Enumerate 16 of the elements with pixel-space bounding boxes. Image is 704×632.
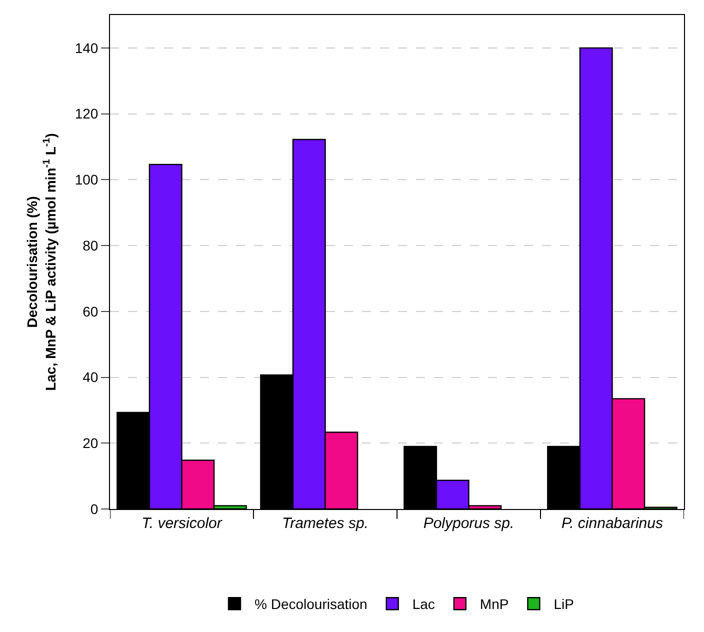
y-tick-label: 0 xyxy=(90,500,98,517)
legend-label: LiP xyxy=(554,596,574,612)
x-tick-label: T. versicolor xyxy=(142,515,223,532)
x-tick-label: Trametes sp. xyxy=(282,515,368,532)
y-tick-label: 40 xyxy=(82,369,98,386)
y-tick-label: 100 xyxy=(74,172,98,188)
legend-label: % Decolourisation xyxy=(254,596,368,612)
x-tick-label: Polyporus sp. xyxy=(423,515,514,532)
y-tick-label: 80 xyxy=(82,237,98,254)
y-tick-label: 140 xyxy=(74,40,98,56)
legend-label: MnP xyxy=(480,596,509,612)
y-tick-label: 120 xyxy=(74,106,98,122)
y-tick-label: 60 xyxy=(82,303,98,320)
y-tick-label: 20 xyxy=(82,435,98,452)
x-tick-label: P. cinnabarinus xyxy=(562,515,664,532)
legend-label: Lac xyxy=(412,596,435,612)
